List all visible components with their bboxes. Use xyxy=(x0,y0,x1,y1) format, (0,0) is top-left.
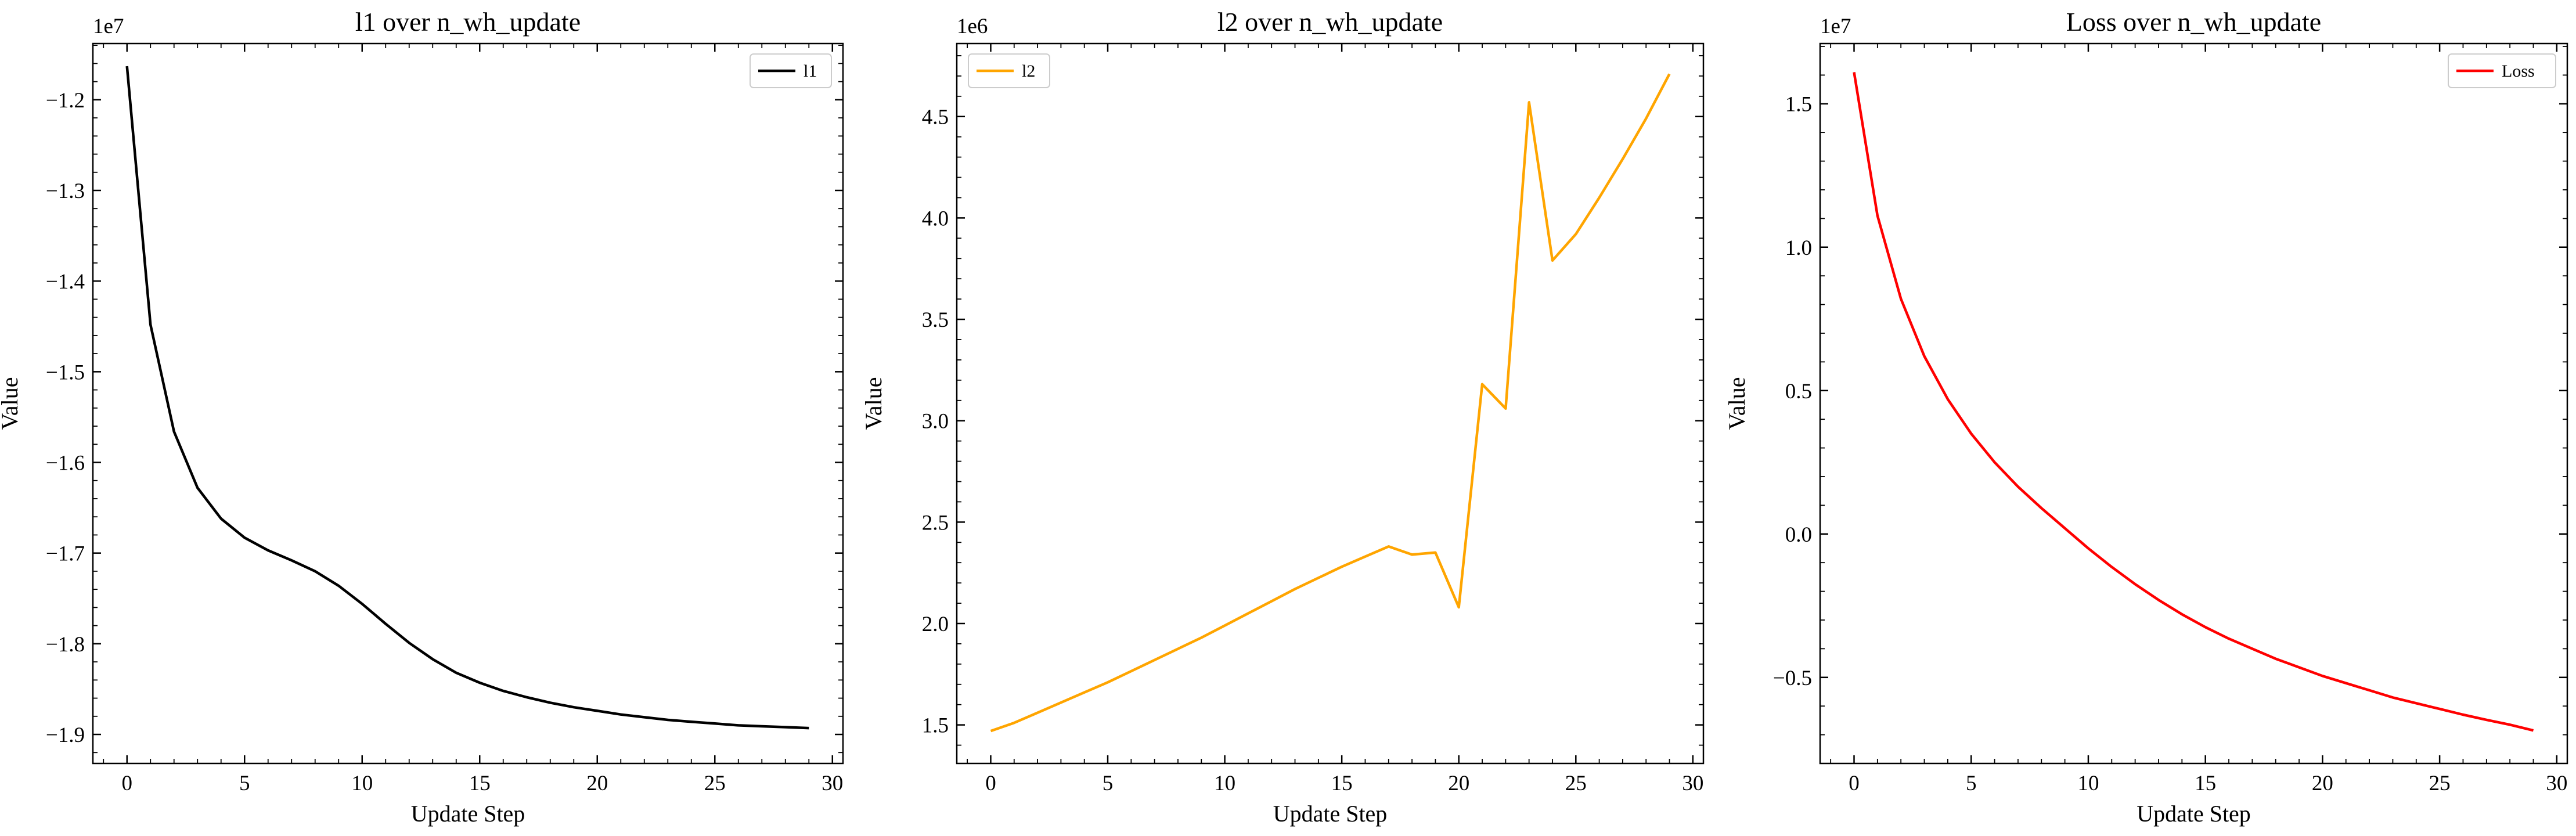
y-tick-label: 1.5 xyxy=(1785,93,1812,117)
y-tick-label: −1.4 xyxy=(46,270,85,294)
x-axis-label: Update Step xyxy=(411,801,525,827)
offset-text: 1e7 xyxy=(1820,15,1851,38)
x-tick-label: 10 xyxy=(2077,772,2099,795)
x-tick-label: 5 xyxy=(1966,772,1977,795)
x-tick-label: 15 xyxy=(1331,772,1353,795)
plot-frame xyxy=(956,42,1705,765)
x-tick-label: 20 xyxy=(2312,772,2333,795)
legend: l2 xyxy=(968,53,1050,88)
series-line-l2 xyxy=(990,73,1671,733)
y-tick-label: 1.5 xyxy=(922,714,949,738)
x-tick-label: 15 xyxy=(2195,772,2216,795)
y-tick-label: −1.9 xyxy=(46,723,85,747)
x-tick-label: 30 xyxy=(2546,772,2567,795)
y-tick-label: −1.8 xyxy=(46,633,85,657)
legend-box xyxy=(2448,53,2556,88)
y-tick-label: −1.2 xyxy=(46,89,85,113)
y-tick-label: 3.0 xyxy=(922,410,949,434)
x-tick-label: 0 xyxy=(1849,772,1860,795)
x-tick-label: 30 xyxy=(822,772,843,795)
legend-label: l2 xyxy=(1022,62,1035,81)
y-tick-label: 3.5 xyxy=(922,308,949,332)
y-tick-label: −1.6 xyxy=(46,452,85,475)
offset-text: 1e6 xyxy=(957,15,988,38)
offset-text: 1e7 xyxy=(93,15,124,38)
x-tick-label: 10 xyxy=(1214,772,1235,795)
y-tick-label: 4.0 xyxy=(922,207,949,230)
y-tick-label: −1.3 xyxy=(46,179,85,203)
y-tick-label: 1.0 xyxy=(1785,236,1812,260)
plot-frame xyxy=(1819,42,2568,765)
legend: Loss xyxy=(2448,53,2556,88)
y-axis-label: Value xyxy=(0,377,23,430)
y-tick-label: 0.0 xyxy=(1785,523,1812,547)
x-tick-label: 0 xyxy=(985,772,996,795)
y-axis-label: Value xyxy=(1724,377,1750,430)
x-axis-label: Update Step xyxy=(1273,801,1388,827)
chart-title: l2 over n_wh_update xyxy=(1217,7,1443,37)
x-tick-label: 10 xyxy=(351,772,373,795)
x-tick-label: 30 xyxy=(1682,772,1703,795)
x-tick-label: 25 xyxy=(2429,772,2451,795)
x-tick-label: 15 xyxy=(469,772,491,795)
chart-panel-2: l2 over n_wh_update 0 5 10 15 20 25 30 1.5 2.0 2.5… xyxy=(860,7,1705,827)
legend-label: Loss xyxy=(2502,62,2535,81)
chart-panel-1: l1 over n_wh_update 0 5 10 15 20 25 30 −1.9 −1.8 −… xyxy=(0,7,844,827)
chart-panel-3: Loss over n_wh_update 0 5 10 15 20 25 30 −0.5 0.0… xyxy=(1724,7,2568,827)
x-tick-label: 25 xyxy=(704,772,726,795)
x-tick-label: 20 xyxy=(586,772,608,795)
y-axis-label: Value xyxy=(860,377,887,430)
x-tick-label: 5 xyxy=(1103,772,1114,795)
y-tick-label: 2.0 xyxy=(922,612,949,636)
chart-title: l1 over n_wh_update xyxy=(355,7,581,37)
plot-frame xyxy=(92,42,844,765)
y-tick-label: −1.7 xyxy=(46,542,85,566)
y-tick-label: 2.5 xyxy=(922,511,949,535)
x-tick-label: 20 xyxy=(1448,772,1469,795)
x-tick-label: 5 xyxy=(239,772,250,795)
y-tick-label: 4.5 xyxy=(922,106,949,129)
x-axis-label: Update Step xyxy=(2137,801,2251,827)
y-tick-label: −0.5 xyxy=(1773,666,1812,690)
legend: l1 xyxy=(750,53,832,88)
chart-title: Loss over n_wh_update xyxy=(2066,7,2321,37)
x-tick-label: 25 xyxy=(1565,772,1587,795)
y-tick-label: 0.5 xyxy=(1785,380,1812,403)
series-line-Loss xyxy=(1853,72,2534,732)
x-tick-label: 0 xyxy=(121,772,132,795)
series-line-l1 xyxy=(125,66,809,730)
legend-label: l1 xyxy=(804,62,817,81)
y-tick-label: −1.5 xyxy=(46,361,85,384)
